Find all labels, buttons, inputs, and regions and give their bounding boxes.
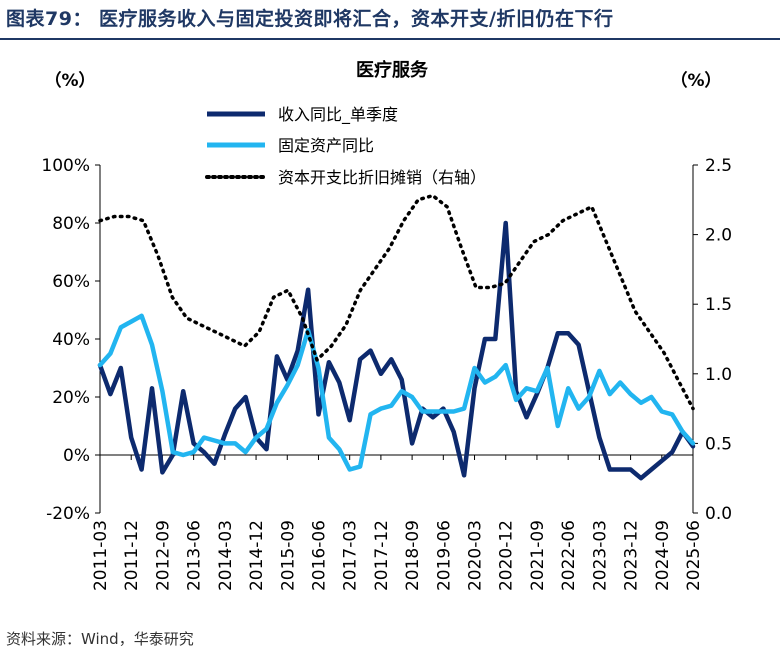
x-tick-label: 2017-12: [372, 520, 392, 591]
y-left-tick-label: 0%: [63, 446, 90, 466]
right-unit-label: （%）: [670, 70, 721, 91]
x-tick-label: 2021-09: [528, 520, 548, 591]
y-left-tick-label: 40%: [52, 330, 90, 350]
title-rule: [0, 38, 780, 40]
y-left-tick-label: 20%: [52, 388, 90, 408]
y-right-tick-label: 1.0: [705, 365, 732, 385]
left-unit-label: （%）: [44, 70, 95, 91]
x-tick-label: 2022-06: [559, 520, 579, 591]
x-tick-label: 2016-06: [309, 520, 329, 591]
axes: [95, 164, 698, 514]
x-tick-label: 2018-09: [403, 520, 423, 591]
y-left-tick-label: 60%: [52, 272, 90, 292]
x-tick-label: 2015-09: [278, 520, 298, 591]
x-tick-label: 2011-12: [122, 520, 142, 591]
figure-title: 图表79： 医疗服务收入与固定投资即将汇合，资本开支/折旧仍在下行: [6, 8, 614, 30]
x-tick-label: 2020-03: [466, 520, 486, 591]
legend-label-fixed-assets: 固定资产同比: [278, 136, 374, 155]
x-tick-label: 2012-09: [153, 520, 173, 591]
y-right-tick-label: 0.5: [705, 434, 732, 454]
x-tick-label: 2023-03: [590, 520, 610, 591]
chart-title: 医疗服务: [356, 59, 429, 81]
y-left-tick-label: 80%: [52, 214, 90, 234]
y-left-tick-label: -20%: [46, 504, 90, 524]
y-right-tick-label: 1.5: [705, 295, 732, 315]
y-axis-right-labels: 0.0 0.5 1.0 1.5 2.0 2.5: [705, 156, 732, 524]
series-revenue-line: [97, 220, 696, 481]
x-tick-label: 2014-12: [247, 520, 267, 591]
x-tick-label: 2014-03: [216, 520, 236, 591]
x-tick-label: 2019-06: [434, 520, 454, 591]
y-axis-left-labels: -20% 0% 20% 40% 60% 80% 100%: [41, 156, 90, 524]
x-tick-label: 2020-12: [497, 520, 517, 591]
x-tick-label: 2011-03: [91, 520, 111, 591]
y-right-tick-label: 0.0: [705, 504, 732, 524]
legend-label-capex-ratio: 资本开支比折旧摊销（右轴）: [278, 168, 486, 187]
x-tick-label: 2025-06: [684, 520, 704, 591]
x-tick-label: 2017-03: [341, 520, 361, 591]
x-tick-label: 2013-06: [185, 520, 205, 591]
source-note: 资料来源：Wind，华泰研究: [6, 630, 194, 648]
legend: 收入同比_单季度 固定资产同比 资本开支比折旧摊销（右轴）: [205, 105, 486, 187]
x-axis-labels: 2011-03 2011-12 2012-09 2013-06 2014-03 2014-…: [91, 520, 704, 591]
plot-area: [97, 193, 696, 481]
y-left-tick-label: 100%: [41, 156, 90, 176]
y-right-tick-label: 2.5: [705, 156, 732, 176]
x-tick-label: 2023-12: [622, 520, 642, 591]
y-right-tick-label: 2.0: [705, 226, 732, 246]
legend-label-revenue: 收入同比_单季度: [278, 105, 398, 125]
series-fixed-assets-line: [97, 313, 696, 472]
x-tick-label: 2024-09: [653, 520, 673, 591]
